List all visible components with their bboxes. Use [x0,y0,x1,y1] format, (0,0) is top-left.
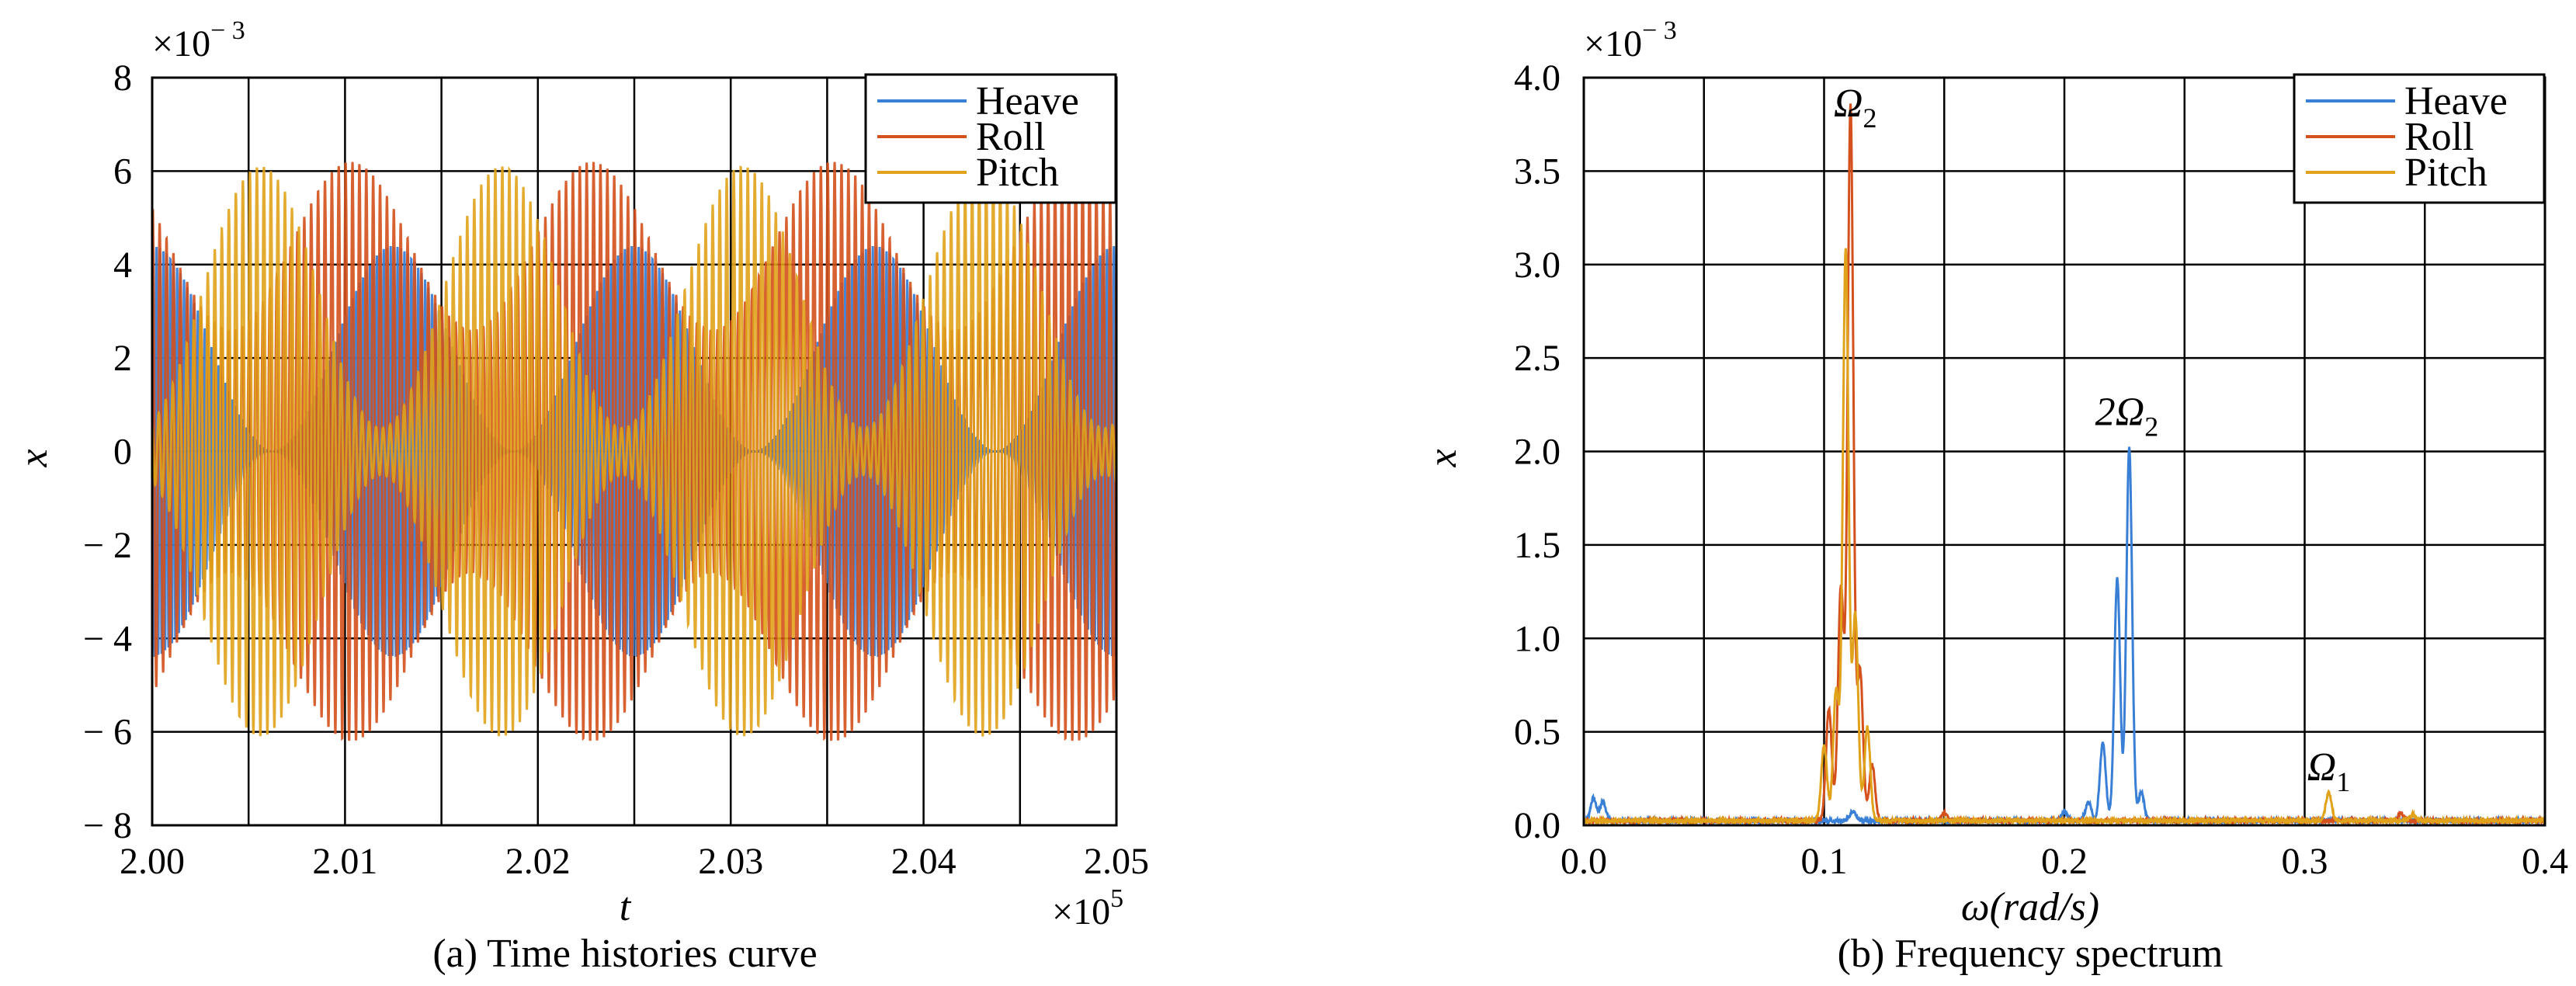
y-axis-label-b: x [1421,449,1465,467]
y-tick-label: − 6 [83,712,132,753]
x-tick-label: 2.04 [891,841,956,882]
series-b [1584,103,2545,825]
frequency-spectrum-chart: 0.0 0.1 0.2 0.3 0.4 4.0 3.5 3.0 2.5 2.0 1.5 1.0 0.5… [1421,16,2568,976]
x-axis-label-b: ω(rad/s) [1961,885,2099,929]
legend-label: Roll [2404,115,2474,159]
y-tick-label: 0.0 [1514,805,1561,846]
legend-label: Roll [976,115,1046,159]
y-multiplier-a: ×10− 3 [152,16,245,64]
x-tick-label: 2.05 [1084,841,1149,882]
y-tick-label: 2.0 [1514,432,1561,473]
peak-annotation: Ω1 [2307,745,2351,797]
legend-box [2293,73,2546,204]
x-tick-label: 2.03 [698,841,763,882]
y-tick-label: 8 [113,57,132,99]
x-tick-label: 2.01 [312,841,377,882]
plot-frame-b [1582,76,2546,827]
y-tick-label: 0 [113,432,132,473]
y-tick-label: 3.0 [1514,245,1561,286]
y-tick-label: 1.5 [1514,525,1561,566]
x-ticks-a: 2.00 2.01 2.02 2.03 2.04 2.05 [120,841,1149,882]
x-axis-label-a: t [620,885,632,929]
x-tick-label: 0.0 [1561,841,1607,882]
caption-a: (a) Time histories curve [432,932,817,976]
x-ticks-b: 0.0 0.1 0.2 0.3 0.4 [1561,841,2568,882]
y-axis-label-a: x [12,449,56,467]
x-multiplier-a: ×105 [1052,884,1123,932]
plot-frame-a [151,76,1118,827]
legend-label: Heave [2404,79,2508,123]
legend-label: Pitch [976,151,1059,195]
y-tick-label: 3.5 [1514,151,1561,192]
y-tick-label: − 2 [83,525,132,566]
caption-b: (b) Frequency spectrum [1838,932,2224,976]
peak-annotation: Ω2 [1834,82,1877,134]
x-tick-label: 2.02 [505,841,571,882]
x-tick-label: 0.2 [2041,841,2088,882]
legend-label: Heave [976,79,1079,123]
y-tick-label: 0.5 [1514,712,1561,753]
x-tick-label: 0.4 [2522,841,2568,882]
time-history-chart: 2.00 2.01 2.02 2.03 2.04 2.05 8 6 4 2 0 − 2 − 4 − 6 −… [12,16,1149,976]
y-tick-label: 6 [113,151,132,192]
annotations-b: Ω2 2Ω2 Ω1 [1834,82,2350,797]
y-tick-label: − 8 [83,805,132,846]
y-multiplier-b: ×10− 3 [1584,16,1677,64]
y-tick-label: 4.0 [1514,57,1561,99]
x-tick-label: 0.1 [1801,841,1848,882]
x-tick-label: 0.3 [2282,841,2328,882]
y-ticks-b: 4.0 3.5 3.0 2.5 2.0 1.5 1.0 0.5 0.0 [1514,57,1561,846]
y-tick-label: 4 [113,245,132,286]
y-tick-label: 1.0 [1514,618,1561,659]
y-tick-label: 2.5 [1514,338,1561,379]
y-tick-label: 2 [113,338,132,379]
y-ticks-a: 8 6 4 2 0 − 2 − 4 − 6 − 8 [83,57,132,846]
legend-label: Pitch [2404,151,2487,195]
y-tick-label: − 4 [83,618,132,659]
series-a [152,161,1116,741]
x-tick-label: 2.00 [120,841,185,882]
peak-annotation: 2Ω2 [2095,390,2159,442]
legend-box [864,73,1117,204]
series-line-pitch [1584,248,2545,825]
series-line-pitch [152,165,1116,737]
